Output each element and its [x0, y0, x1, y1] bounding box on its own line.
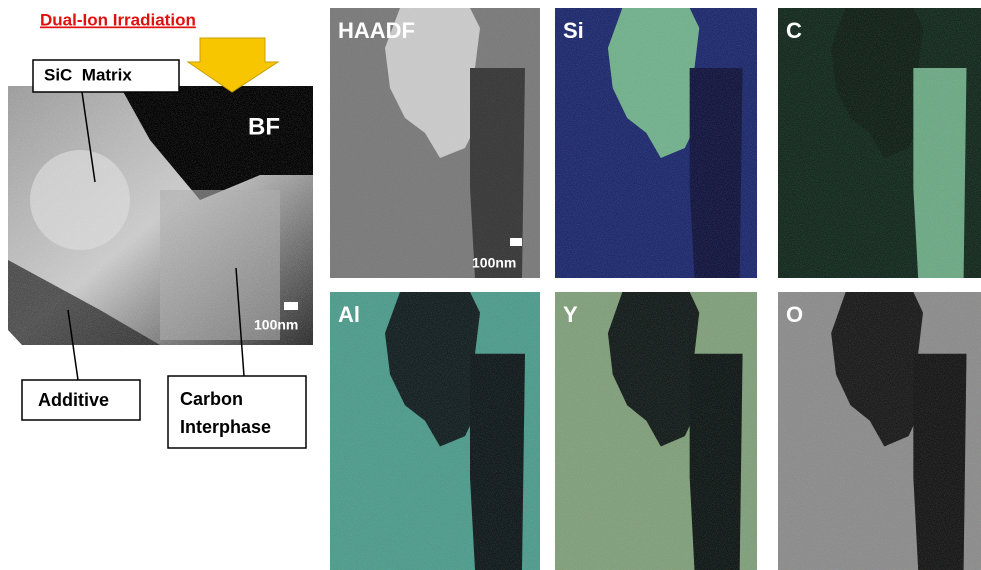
map-texture	[555, 8, 757, 278]
ion-arrow	[188, 38, 278, 92]
map-texture	[778, 292, 981, 570]
figure: Dual-Ion Irradiation BF 100nm SiC Matrix…	[0, 0, 981, 570]
map-label: O	[786, 302, 803, 327]
map-panel: Si	[555, 8, 757, 278]
interphase-label: Carbon	[180, 389, 243, 409]
scale-bar	[284, 302, 298, 310]
map-panel: HAADF 100nm	[330, 8, 540, 278]
scale-bar	[510, 238, 522, 246]
map-label: C	[786, 18, 802, 43]
figure-title: Dual-Ion Irradiation	[40, 10, 196, 29]
map-texture	[555, 292, 757, 570]
map-label: Si	[563, 18, 584, 43]
map-texture	[778, 8, 981, 278]
map-label: HAADF	[338, 18, 415, 43]
callout-box	[168, 376, 306, 448]
map-panel: Y	[555, 292, 757, 570]
map-texture	[330, 292, 540, 570]
map-panel: C	[778, 8, 981, 278]
map-panel: Al	[330, 292, 540, 570]
map-label: Y	[563, 302, 578, 327]
matrix-label: SiC Matrix	[44, 65, 132, 84]
map-texture	[330, 8, 540, 278]
map-scale: 100nm	[472, 255, 516, 271]
interphase-label: Interphase	[180, 417, 271, 437]
additive-label: Additive	[38, 390, 109, 410]
bf-scale: 100nm	[254, 317, 298, 333]
map-label: Al	[338, 302, 360, 327]
bf-label: BF	[248, 113, 280, 140]
map-panel: O	[778, 292, 981, 570]
